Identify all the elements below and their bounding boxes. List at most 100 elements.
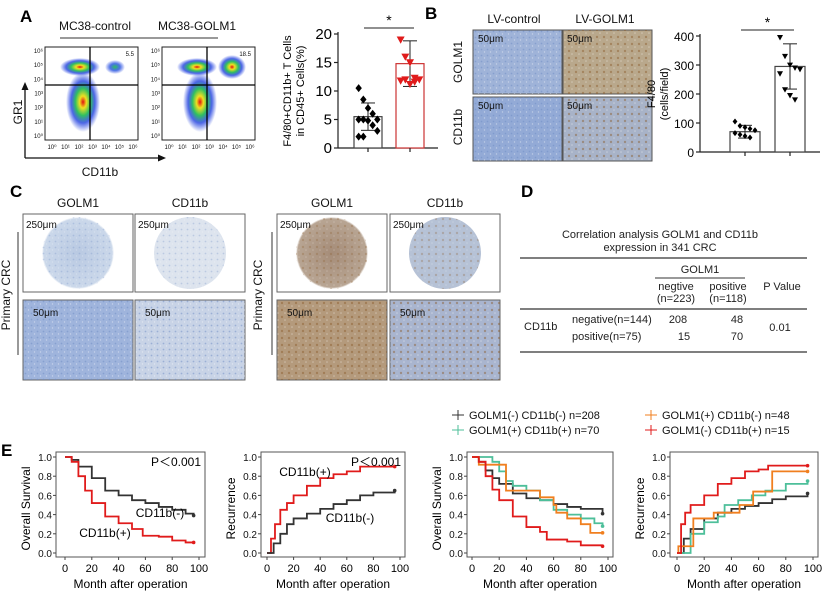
y-tick-label: 0.8: [38, 472, 52, 483]
y-tick-label: 10²: [151, 106, 160, 112]
curve-label: CD11b(-): [136, 506, 184, 520]
y-axis-label: Recurrence: [633, 477, 647, 539]
x-tick-label: 10⁴: [218, 144, 228, 151]
data-point: [777, 71, 783, 77]
data-point: [782, 53, 788, 60]
x-tick-label: 0: [674, 563, 680, 575]
censor-mark: [191, 540, 196, 545]
row-label-primary-crc: Primary CRC: [251, 259, 265, 330]
cell-value: 70: [731, 331, 743, 343]
panel-label-e: E: [1, 441, 12, 460]
km-curve: [472, 456, 604, 547]
tissue-texture: [135, 300, 245, 380]
y-tick-label: 5: [324, 112, 332, 129]
group-label-control: MC38-control: [59, 19, 131, 33]
censor-mark: [805, 469, 810, 474]
scale-bar-label: 250μm: [138, 220, 169, 231]
tissue-texture: [390, 300, 500, 380]
censor-mark: [600, 544, 605, 549]
tissue-texture: [409, 217, 481, 289]
data-point: [355, 115, 362, 124]
y-tick-label: 1.0: [449, 453, 463, 464]
ihc-image-lv-control-golm1: 50μm: [472, 29, 563, 95]
curve-label: CD11b(+): [279, 465, 330, 479]
arrow-head-icon: [21, 82, 29, 90]
km-curve: [472, 456, 603, 534]
ihc-image-lv-golm1-cd11b: 50μm: [562, 96, 653, 162]
p-value-annotation: P＜0.001: [151, 455, 201, 469]
column-label: GOLM1: [57, 196, 99, 210]
x-tick-label: 0: [264, 563, 270, 575]
x-tick-label: 10³: [205, 145, 214, 151]
km-curve: [472, 456, 604, 527]
km-curve: [677, 493, 809, 554]
data-point: [782, 87, 788, 93]
y-tick-label: 1.0: [38, 453, 52, 464]
col-neg-label: negtive: [658, 281, 693, 293]
y-tick-label: 10²: [34, 106, 43, 112]
population-blob: [183, 72, 217, 132]
km-curve: [677, 470, 808, 554]
x-tick-label: 80: [367, 563, 379, 575]
censor-mark: [600, 531, 605, 535]
data-point: [360, 132, 367, 141]
x-tick-label: 100: [804, 563, 822, 575]
column-label-lv-golm1: LV-GOLM1: [575, 12, 634, 26]
panel-label-a: A: [20, 7, 32, 26]
significance-star: *: [765, 14, 771, 30]
y-tick-label: 0: [687, 146, 694, 160]
data-point: [410, 78, 419, 86]
arrow-head-icon: [158, 154, 166, 162]
y-tick-label: 10⁴: [151, 76, 161, 83]
y-axis-label: F4/80+CD11b+ T Cells: [282, 35, 294, 147]
y-tick-label: 0.4: [243, 511, 257, 522]
panel-label-b: B: [425, 4, 437, 23]
scale-bar-label: 50μm: [145, 308, 170, 319]
censor-mark: [805, 491, 810, 496]
y-tick-label: 100: [674, 117, 694, 131]
row-group-cd11b: CD11b: [524, 321, 557, 333]
data-point: [401, 76, 410, 84]
x-tick-label: 80: [166, 563, 178, 575]
col-neg-n: (n=223): [657, 293, 695, 305]
data-point: [792, 97, 798, 103]
x-tick-label: 100: [190, 563, 208, 575]
x-tick-label: 20: [287, 563, 299, 575]
x-tick-label: 10⁵: [115, 144, 125, 151]
y-tick-label: 0.6: [38, 491, 52, 502]
y-tick-label: 10: [315, 83, 332, 100]
p-value-annotation: P＜0.001: [351, 455, 401, 469]
panel-label-d: D: [521, 182, 533, 201]
x-tick-label: 40: [314, 563, 326, 575]
scale-bar-label: 250μm: [26, 220, 57, 231]
cell-value: 15: [678, 331, 690, 343]
p-value-header: P Value: [763, 281, 801, 293]
data-point: [369, 121, 376, 130]
quadrant-value: 18.5: [239, 52, 251, 58]
data-point: [747, 125, 753, 132]
data-point: [752, 127, 758, 134]
x-tick-label: 60: [139, 563, 151, 575]
y-tick-label: 0.6: [652, 491, 666, 502]
legend-label: GOLM1(+) CD11b(-) n=48: [662, 410, 790, 422]
x-tick-label: 10¹: [178, 145, 187, 151]
x-tick-label: 10²: [192, 145, 201, 151]
data-point: [732, 130, 738, 137]
y-tick-label: 200: [674, 88, 694, 102]
data-point: [732, 118, 738, 125]
y-tick-label: 10⁶: [151, 48, 161, 55]
curve-label: CD11b(-): [326, 511, 374, 525]
data-point: [787, 62, 793, 68]
x-tick-label: 20: [698, 563, 710, 575]
censor-mark: [600, 511, 605, 516]
row-label-primary-crc: Primary CRC: [0, 259, 13, 330]
data-point: [360, 115, 367, 124]
y-tick-label: 0.2: [38, 530, 52, 541]
data-point: [396, 36, 405, 44]
x-tick-label: 60: [547, 563, 559, 575]
table-title-line2: expression in 341 CRC: [603, 242, 716, 254]
scale-bar-label: 50μm: [478, 34, 503, 45]
y-axis-label: (cells/field): [659, 68, 671, 121]
y-tick-label: 0.8: [652, 472, 666, 483]
